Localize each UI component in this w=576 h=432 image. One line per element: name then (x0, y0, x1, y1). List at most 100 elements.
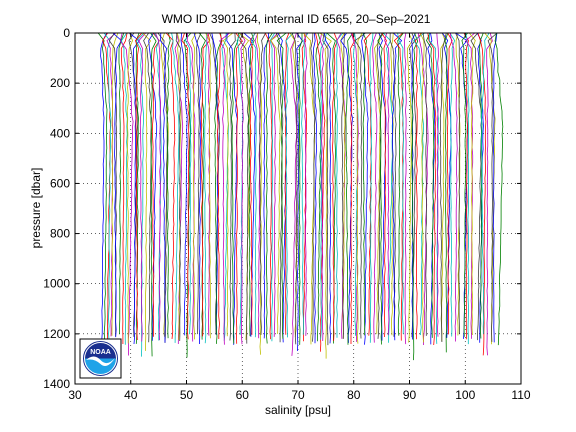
profile-line (377, 33, 385, 345)
profile-line (426, 33, 435, 338)
profile-line (302, 33, 316, 345)
profile-line (436, 33, 439, 337)
profile-line (222, 33, 234, 337)
profile-line (350, 33, 356, 344)
profile-line (111, 33, 119, 336)
profile-line (486, 33, 493, 356)
profile-line (291, 33, 298, 345)
profile-line (340, 33, 346, 339)
profile-line (298, 33, 303, 345)
profile-line (138, 33, 146, 342)
profile-line (103, 33, 112, 342)
profile-line (417, 33, 429, 346)
profile-line (214, 33, 222, 344)
profile-line (171, 33, 180, 343)
profile-line (216, 33, 223, 339)
profile-line (301, 33, 308, 342)
profile-line (263, 33, 269, 339)
profile-line (205, 33, 212, 339)
profile-line (439, 33, 447, 343)
y-tick-label: 600 (50, 176, 70, 190)
y-tick-label: 1000 (43, 277, 70, 291)
profile-line (155, 33, 162, 341)
profile-line (492, 33, 498, 343)
profile-line (157, 33, 169, 343)
profile-line (312, 33, 318, 344)
profile-line (121, 33, 128, 345)
profile-line (142, 33, 152, 351)
profile-line (446, 33, 453, 335)
profile-line (150, 33, 157, 357)
profile-line (264, 33, 273, 340)
profile-line (335, 33, 344, 338)
profile-line (119, 33, 134, 356)
profile-line (265, 33, 273, 344)
profile-line (376, 33, 383, 339)
x-tick-label: 80 (347, 388, 361, 402)
profile-line (296, 33, 304, 352)
profile-line (461, 33, 468, 337)
profile-line (270, 33, 279, 337)
profile-line (250, 33, 257, 338)
x-tick-label: 70 (291, 388, 305, 402)
profile-line (151, 33, 160, 337)
profile-line (463, 33, 469, 340)
profile-line (303, 33, 308, 336)
profile-line (240, 33, 246, 345)
profile-line (270, 33, 281, 334)
profile-line (290, 33, 298, 356)
profile-line (221, 33, 229, 341)
profile-line (315, 33, 322, 342)
profile-line (449, 33, 458, 342)
profile-line (331, 33, 338, 342)
profile-lines (97, 33, 504, 361)
profile-line (384, 33, 390, 336)
y-tick-label: 1400 (43, 377, 70, 391)
profile-line (180, 33, 188, 336)
profile-line (413, 33, 425, 336)
profile-line (254, 33, 261, 339)
profile-line (470, 33, 483, 341)
profile-line (487, 33, 498, 342)
profile-line (427, 33, 437, 346)
profile-line (275, 33, 284, 343)
noaa-logo-bottom-half (85, 358, 116, 374)
profile-line (356, 33, 363, 344)
profile-line (193, 33, 202, 345)
profile-line (269, 33, 276, 342)
profile-line (444, 33, 449, 353)
profile-line (322, 33, 329, 346)
profile-line (160, 33, 168, 343)
profile-line (120, 33, 128, 344)
profile-line (440, 33, 446, 342)
profile-line (248, 33, 255, 337)
profile-line (239, 33, 250, 344)
profile-line (336, 33, 347, 339)
x-tick-label: 100 (455, 388, 475, 402)
profile-line (378, 33, 387, 341)
profile-line (301, 33, 309, 335)
profile-line (465, 33, 476, 339)
profile-line (341, 33, 345, 339)
profile-line (403, 33, 407, 345)
y-tick-label: 800 (50, 227, 70, 241)
profile-line (259, 33, 266, 335)
profile-line (414, 33, 423, 340)
profile-line (391, 33, 403, 341)
profile-line (143, 33, 152, 343)
profile-line (191, 33, 197, 340)
profile-line (397, 33, 404, 336)
profile-line (165, 33, 176, 339)
profile-line (382, 33, 394, 343)
profile-line (345, 33, 353, 345)
profile-line (494, 33, 504, 346)
x-tick-label: 90 (403, 388, 417, 402)
profile-line (228, 33, 236, 341)
x-tick-label: 40 (124, 388, 138, 402)
profile-line (184, 33, 192, 335)
profile-line (422, 33, 428, 336)
profile-line (477, 33, 487, 356)
profile-line (181, 33, 190, 340)
profile-line (319, 33, 327, 340)
profile-line (196, 33, 202, 335)
